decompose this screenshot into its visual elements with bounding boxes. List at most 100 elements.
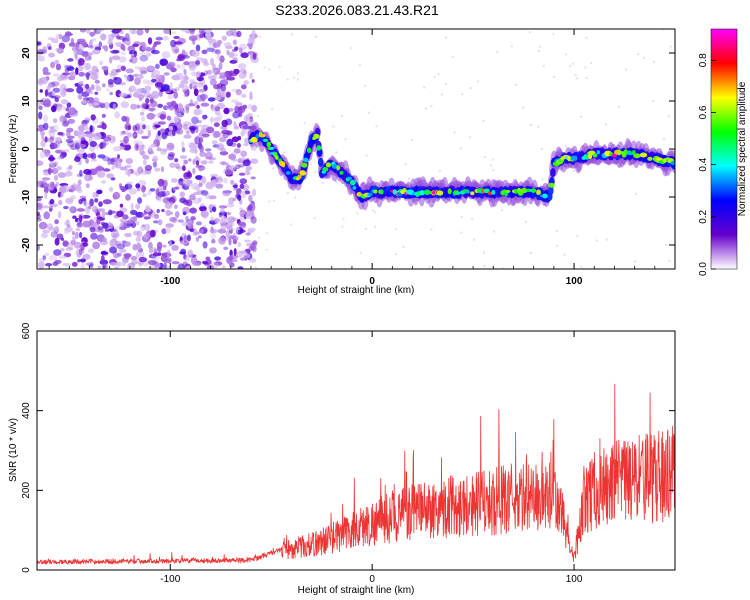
noise-blob [60,39,65,43]
noise-blob [189,99,193,105]
noise-blob [179,155,188,160]
noise-blob [42,66,49,75]
ridge-core [639,152,648,158]
noise-blob [37,128,45,132]
noise-blob [67,242,74,250]
noise-blob [147,52,152,57]
noise-blob [149,188,156,192]
noise-blob [140,150,146,157]
noise-blob [54,97,59,103]
noise-blob [200,189,209,196]
ridge-core [548,182,555,188]
noise-point [291,33,294,36]
noise-blob [169,82,173,90]
noise-blob [222,190,231,197]
noise-point [537,125,540,128]
noise-blob [126,74,134,82]
noise-blob [214,177,224,184]
noise-blob [64,171,73,177]
noise-point [289,223,293,226]
noise-blob [70,38,75,44]
noise-blob [229,227,235,232]
noise-blob [94,198,99,203]
noise-point [268,200,271,203]
noise-blob [192,197,201,205]
noise-blob [152,155,159,163]
noise-blob [226,138,234,147]
noise-blob [141,116,146,122]
noise-blob [209,79,217,86]
noise-blob [77,188,83,194]
noise-blob [195,175,203,180]
noise-point [444,82,448,86]
noise-blob [210,173,219,178]
y-tick-label: -10 [21,189,32,204]
noise-blob [148,241,153,250]
noise-blob [163,29,171,35]
noise-point [453,131,456,134]
noise-blob [182,124,188,130]
noise-blob [89,31,96,37]
noise-blob [213,261,223,266]
noise-blob [240,130,245,137]
noise-blob [132,125,138,132]
noise-blob [188,142,197,149]
noise-blob [240,84,247,90]
noise-blob [184,159,189,165]
noise-blob [202,114,208,120]
noise-blob [106,88,110,92]
noise-blob [81,40,88,47]
noise-blob [167,154,175,161]
noise-blob [147,190,152,196]
noise-blob [91,84,95,91]
noise-blob [77,94,83,100]
noise-blob [209,229,217,233]
noise-blob [137,93,145,100]
noise-blob [157,191,166,198]
noise-blob [135,183,141,189]
noise-blob [62,120,70,126]
noise-blob [48,129,56,134]
noise-blob [174,204,178,209]
ridge-core [262,138,269,143]
noise-blob [99,60,103,66]
noise-blob [98,201,103,207]
noise-blob [120,101,130,109]
noise-blob [86,76,90,80]
noise-blob [181,147,186,153]
noise-blob [76,45,85,50]
noise-blob [181,232,187,240]
noise-blob [222,132,229,139]
noise-blob [187,170,191,178]
noise-blob [214,217,220,225]
noise-blob [143,233,150,240]
noise-blob [206,47,215,53]
ridge-core [633,153,641,159]
noise-blob [218,62,223,70]
noise-blob [54,237,60,246]
noise-blob [232,184,238,188]
noise-point [539,45,542,48]
noise-blob [91,38,97,42]
noise-blob [60,89,67,97]
noise-point [268,68,271,71]
noise-blob [139,55,149,62]
noise-blob [186,130,190,135]
snr-y-label: SNR (10 * v/v) [8,418,19,482]
ridge-core [281,161,286,168]
noise-blob [138,73,144,80]
noise-blob [221,265,226,269]
noise-blob [108,209,113,216]
noise-blob [122,263,126,267]
noise-blob [74,51,78,59]
noise-blob [192,159,196,165]
noise-blob [97,102,106,107]
noise-blob [225,237,230,241]
noise-blob [250,176,256,180]
colorbar-gradient [711,29,737,269]
noise-blob [81,51,89,57]
noise-blob [166,115,172,121]
noise-blob [88,90,94,95]
noise-blob [189,83,193,90]
noise-blob [185,199,193,207]
